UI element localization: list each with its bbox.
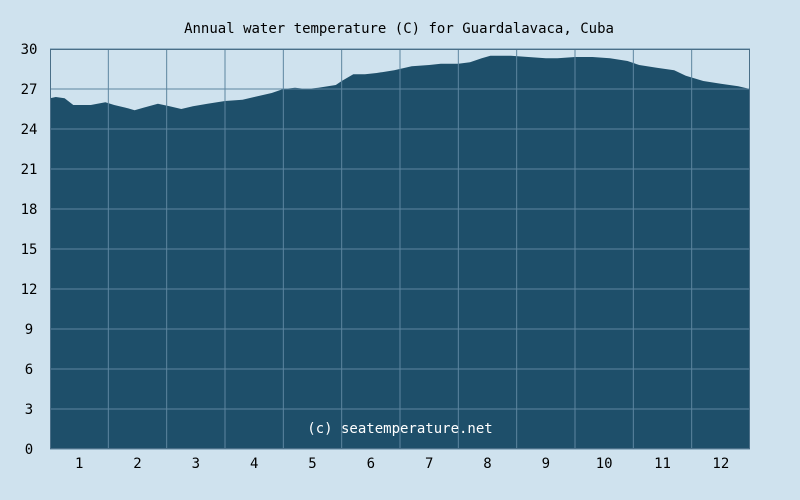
y-tick-label: 30 bbox=[21, 42, 38, 58]
x-tick-label: 12 bbox=[712, 456, 729, 472]
x-tick-label: 6 bbox=[367, 456, 375, 472]
x-tick-label: 8 bbox=[483, 456, 491, 472]
y-tick-label: 24 bbox=[21, 122, 38, 138]
x-axis: 1 2 3 4 5 6 7 8 9 10 11 12 bbox=[75, 456, 729, 472]
x-tick-label: 7 bbox=[425, 456, 433, 472]
plot-area bbox=[50, 48, 750, 450]
plot-frame bbox=[50, 49, 750, 449]
x-tick-label: 4 bbox=[250, 456, 258, 472]
y-tick-label: 15 bbox=[21, 242, 38, 258]
x-tick-label: 10 bbox=[596, 456, 613, 472]
y-tick-label: 9 bbox=[25, 322, 33, 338]
chart-title: Annual water temperature (C) for Guardal… bbox=[184, 21, 614, 37]
x-tick-label: 9 bbox=[542, 456, 550, 472]
x-tick-label: 11 bbox=[654, 456, 671, 472]
y-tick-label: 0 bbox=[25, 442, 33, 458]
y-tick-label: 21 bbox=[21, 162, 38, 178]
x-tick-label: 3 bbox=[192, 456, 200, 472]
x-tick-label: 5 bbox=[308, 456, 316, 472]
x-tick-label: 2 bbox=[133, 456, 141, 472]
y-tick-label: 12 bbox=[21, 282, 38, 298]
y-tick-label: 3 bbox=[25, 402, 33, 418]
y-tick-label: 6 bbox=[25, 362, 33, 378]
y-tick-label: 27 bbox=[21, 82, 38, 98]
y-axis: 0 3 6 9 12 15 18 21 24 27 30 bbox=[21, 42, 38, 458]
x-tick-label: 1 bbox=[75, 456, 83, 472]
chart-credit: (c) seatemperature.net bbox=[307, 421, 492, 437]
y-tick-label: 18 bbox=[21, 202, 38, 218]
